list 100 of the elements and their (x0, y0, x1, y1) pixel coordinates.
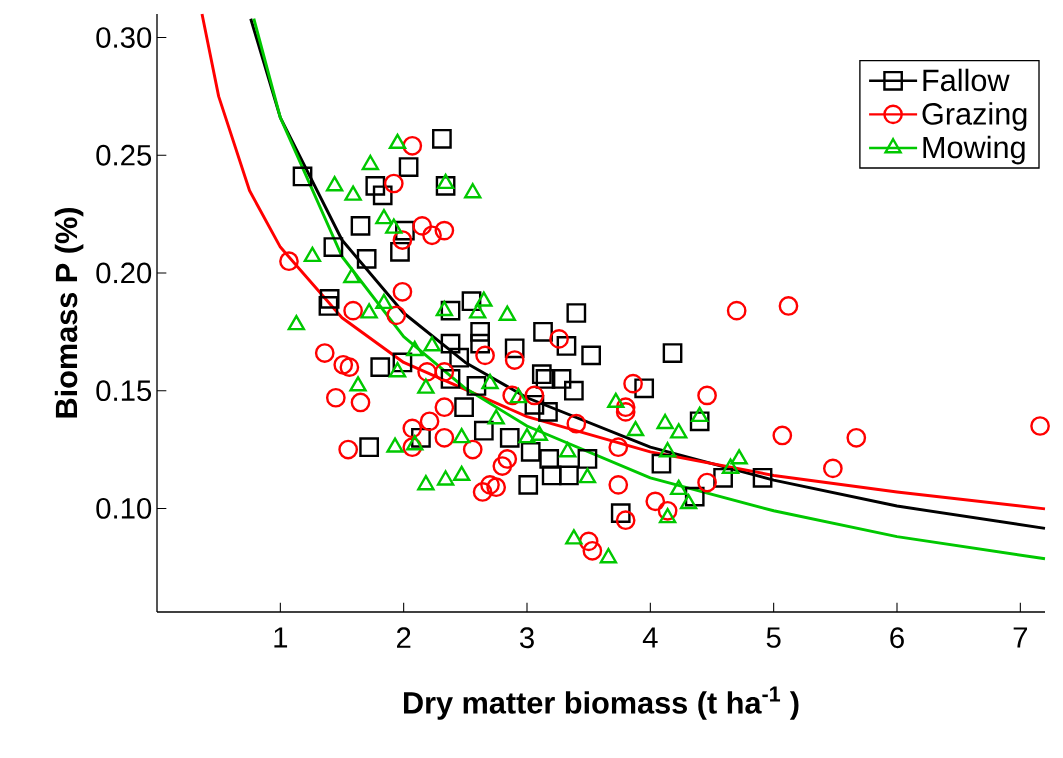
point (411, 427, 431, 448)
point (752, 467, 773, 488)
point (365, 176, 386, 196)
point (626, 420, 645, 437)
point (577, 449, 598, 469)
point (697, 472, 717, 493)
point (670, 423, 688, 439)
point (524, 394, 545, 415)
point (466, 376, 487, 396)
point (730, 449, 748, 465)
point (392, 230, 413, 250)
x-tick-label: 2 (397, 627, 411, 648)
point (538, 402, 558, 422)
point (325, 176, 344, 192)
point (566, 303, 587, 323)
point (475, 345, 495, 366)
point (670, 479, 688, 496)
point (462, 439, 483, 460)
point (392, 281, 413, 302)
point (615, 397, 636, 418)
point (662, 343, 683, 363)
point (470, 333, 490, 354)
point (473, 420, 494, 441)
legend-label: Fallow (923, 68, 1010, 92)
point (323, 237, 344, 257)
point (343, 267, 361, 284)
point (449, 347, 470, 368)
point (610, 503, 631, 523)
point (509, 387, 528, 404)
point (375, 208, 393, 225)
point (436, 173, 455, 190)
point (520, 442, 541, 462)
point (535, 369, 556, 389)
point (440, 369, 461, 389)
point (360, 303, 378, 319)
point (684, 486, 705, 507)
point (634, 378, 655, 399)
point (361, 154, 380, 171)
point (440, 333, 461, 354)
point (772, 425, 793, 446)
point (343, 300, 363, 321)
point (608, 437, 629, 458)
point (314, 343, 335, 363)
point (390, 241, 410, 262)
point (551, 369, 572, 389)
point (319, 289, 340, 309)
point (417, 475, 435, 491)
x-tick-label: 6 (890, 627, 904, 649)
point (419, 411, 440, 432)
point (645, 491, 666, 512)
point (518, 475, 539, 495)
point (475, 291, 493, 307)
point (846, 427, 867, 448)
point (481, 373, 499, 390)
point (531, 364, 552, 385)
legend-label: Grazing (922, 102, 1027, 131)
point (412, 216, 433, 236)
point (658, 442, 677, 458)
point (497, 449, 518, 469)
point (406, 434, 424, 451)
point (386, 305, 407, 326)
point (607, 392, 625, 408)
point (372, 185, 393, 206)
point (339, 357, 360, 378)
point (440, 300, 461, 321)
point (325, 387, 346, 408)
point (559, 465, 579, 486)
point (541, 465, 562, 486)
point (435, 300, 454, 317)
point (434, 361, 455, 382)
point (487, 409, 505, 425)
point (388, 361, 407, 378)
point (422, 225, 442, 246)
point (524, 385, 545, 406)
point (615, 402, 636, 422)
point (499, 427, 520, 448)
point (432, 128, 452, 149)
point (492, 456, 513, 476)
point (564, 380, 584, 401)
point (615, 510, 636, 531)
point (480, 475, 500, 495)
point (417, 378, 435, 394)
point (504, 338, 525, 359)
point (349, 376, 367, 392)
point (1030, 416, 1050, 436)
point (539, 449, 560, 469)
x-tick-label: 1 (274, 627, 288, 648)
point (530, 425, 549, 441)
point (434, 427, 455, 448)
point (581, 345, 601, 366)
point (679, 493, 698, 510)
y-tick-label: 0.25 (96, 144, 152, 166)
point (395, 220, 415, 241)
point (582, 540, 603, 561)
point (454, 397, 474, 418)
x-axis-title: Dry matter biomass (t ha$^{-1}$ ) (404, 686, 799, 720)
point (504, 350, 525, 370)
point (726, 300, 747, 321)
point (461, 291, 482, 312)
y-tick-label: 0.10 (96, 498, 152, 519)
